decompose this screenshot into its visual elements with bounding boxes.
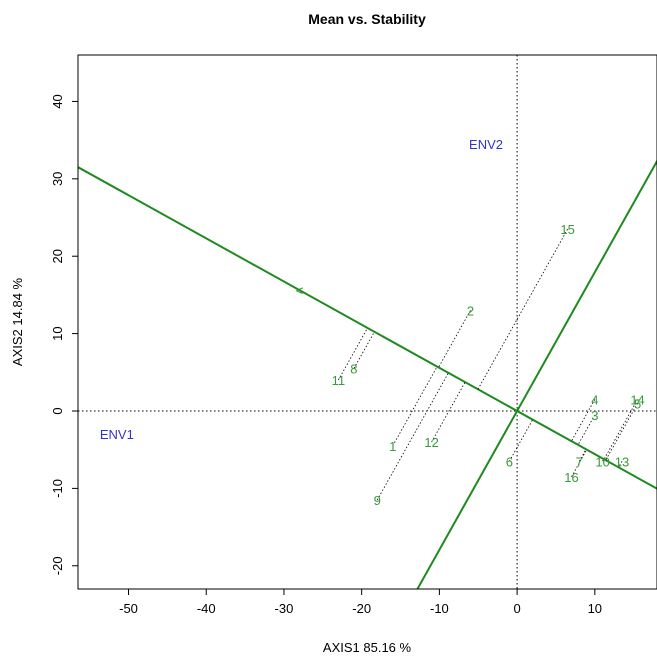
genotype-label: 1: [389, 439, 396, 454]
projection-line: [392, 366, 438, 447]
projection-line: [571, 449, 588, 477]
x-tick-label: -50: [119, 601, 138, 616]
projection-line: [602, 458, 605, 462]
chart-title: Mean vs. Stability: [308, 11, 426, 27]
genotype-label: 2: [467, 303, 474, 318]
orthogonal-stability-axis: [416, 159, 657, 589]
y-tick-label: 20: [50, 249, 65, 263]
genotype-label: 14: [630, 392, 644, 407]
genotype-label: 13: [615, 454, 629, 469]
projection-line: [431, 381, 466, 443]
projection-line: [603, 399, 638, 460]
genotype-label: 5: [634, 396, 641, 411]
genotype-label: 8: [350, 361, 357, 376]
projection-line: [571, 399, 596, 442]
projection-line: [577, 414, 596, 446]
genotype-label: 15: [560, 222, 574, 237]
projection-line: [477, 228, 568, 390]
genotype-label: 16: [564, 470, 578, 485]
axis-direction-arrow: <: [296, 283, 304, 298]
projection-line: [605, 403, 638, 461]
genotype-label: 3: [591, 408, 598, 423]
x-tick-label: 0: [513, 601, 520, 616]
y-tick-label: 40: [50, 94, 65, 108]
genotype-label: 10: [595, 454, 609, 469]
y-tick-label: -10: [50, 479, 65, 498]
projection-line: [338, 327, 368, 381]
genotype-label: 11: [332, 373, 346, 388]
projection-line: [438, 310, 471, 368]
x-tick-label: -40: [197, 601, 216, 616]
plot-frame: [77, 54, 657, 590]
x-tick-label: 10: [588, 601, 602, 616]
genotype-label: 7: [576, 454, 583, 469]
projection-line: [578, 449, 587, 462]
projection-line: [508, 419, 534, 462]
projection-line: [353, 331, 375, 369]
y-tick-label: 30: [50, 172, 65, 186]
y-tick-label: 0: [50, 407, 65, 414]
projection-line: [618, 461, 623, 468]
y-tick-label: -20: [50, 556, 65, 575]
x-axis-label: AXIS1 85.16 %: [323, 640, 412, 655]
genotype-label: 6: [506, 454, 513, 469]
x-tick-label: -10: [430, 601, 449, 616]
genotype-label: 12: [424, 435, 438, 450]
environment-label: ENV2: [469, 137, 503, 152]
y-tick-label: 10: [50, 326, 65, 340]
y-axis-label: AXIS2 14.84 %: [10, 277, 25, 366]
y-axis: -20 -10 0 10 20 30 40: [50, 94, 78, 575]
x-tick-label: -20: [352, 601, 371, 616]
x-tick-label: -30: [275, 601, 294, 616]
x-axis: -50 -40 -30 -20 -10 0 10: [119, 589, 602, 616]
genotype-label: 4: [591, 392, 598, 407]
environment-label: ENV1: [100, 427, 134, 442]
genotype-label: 9: [374, 493, 381, 508]
